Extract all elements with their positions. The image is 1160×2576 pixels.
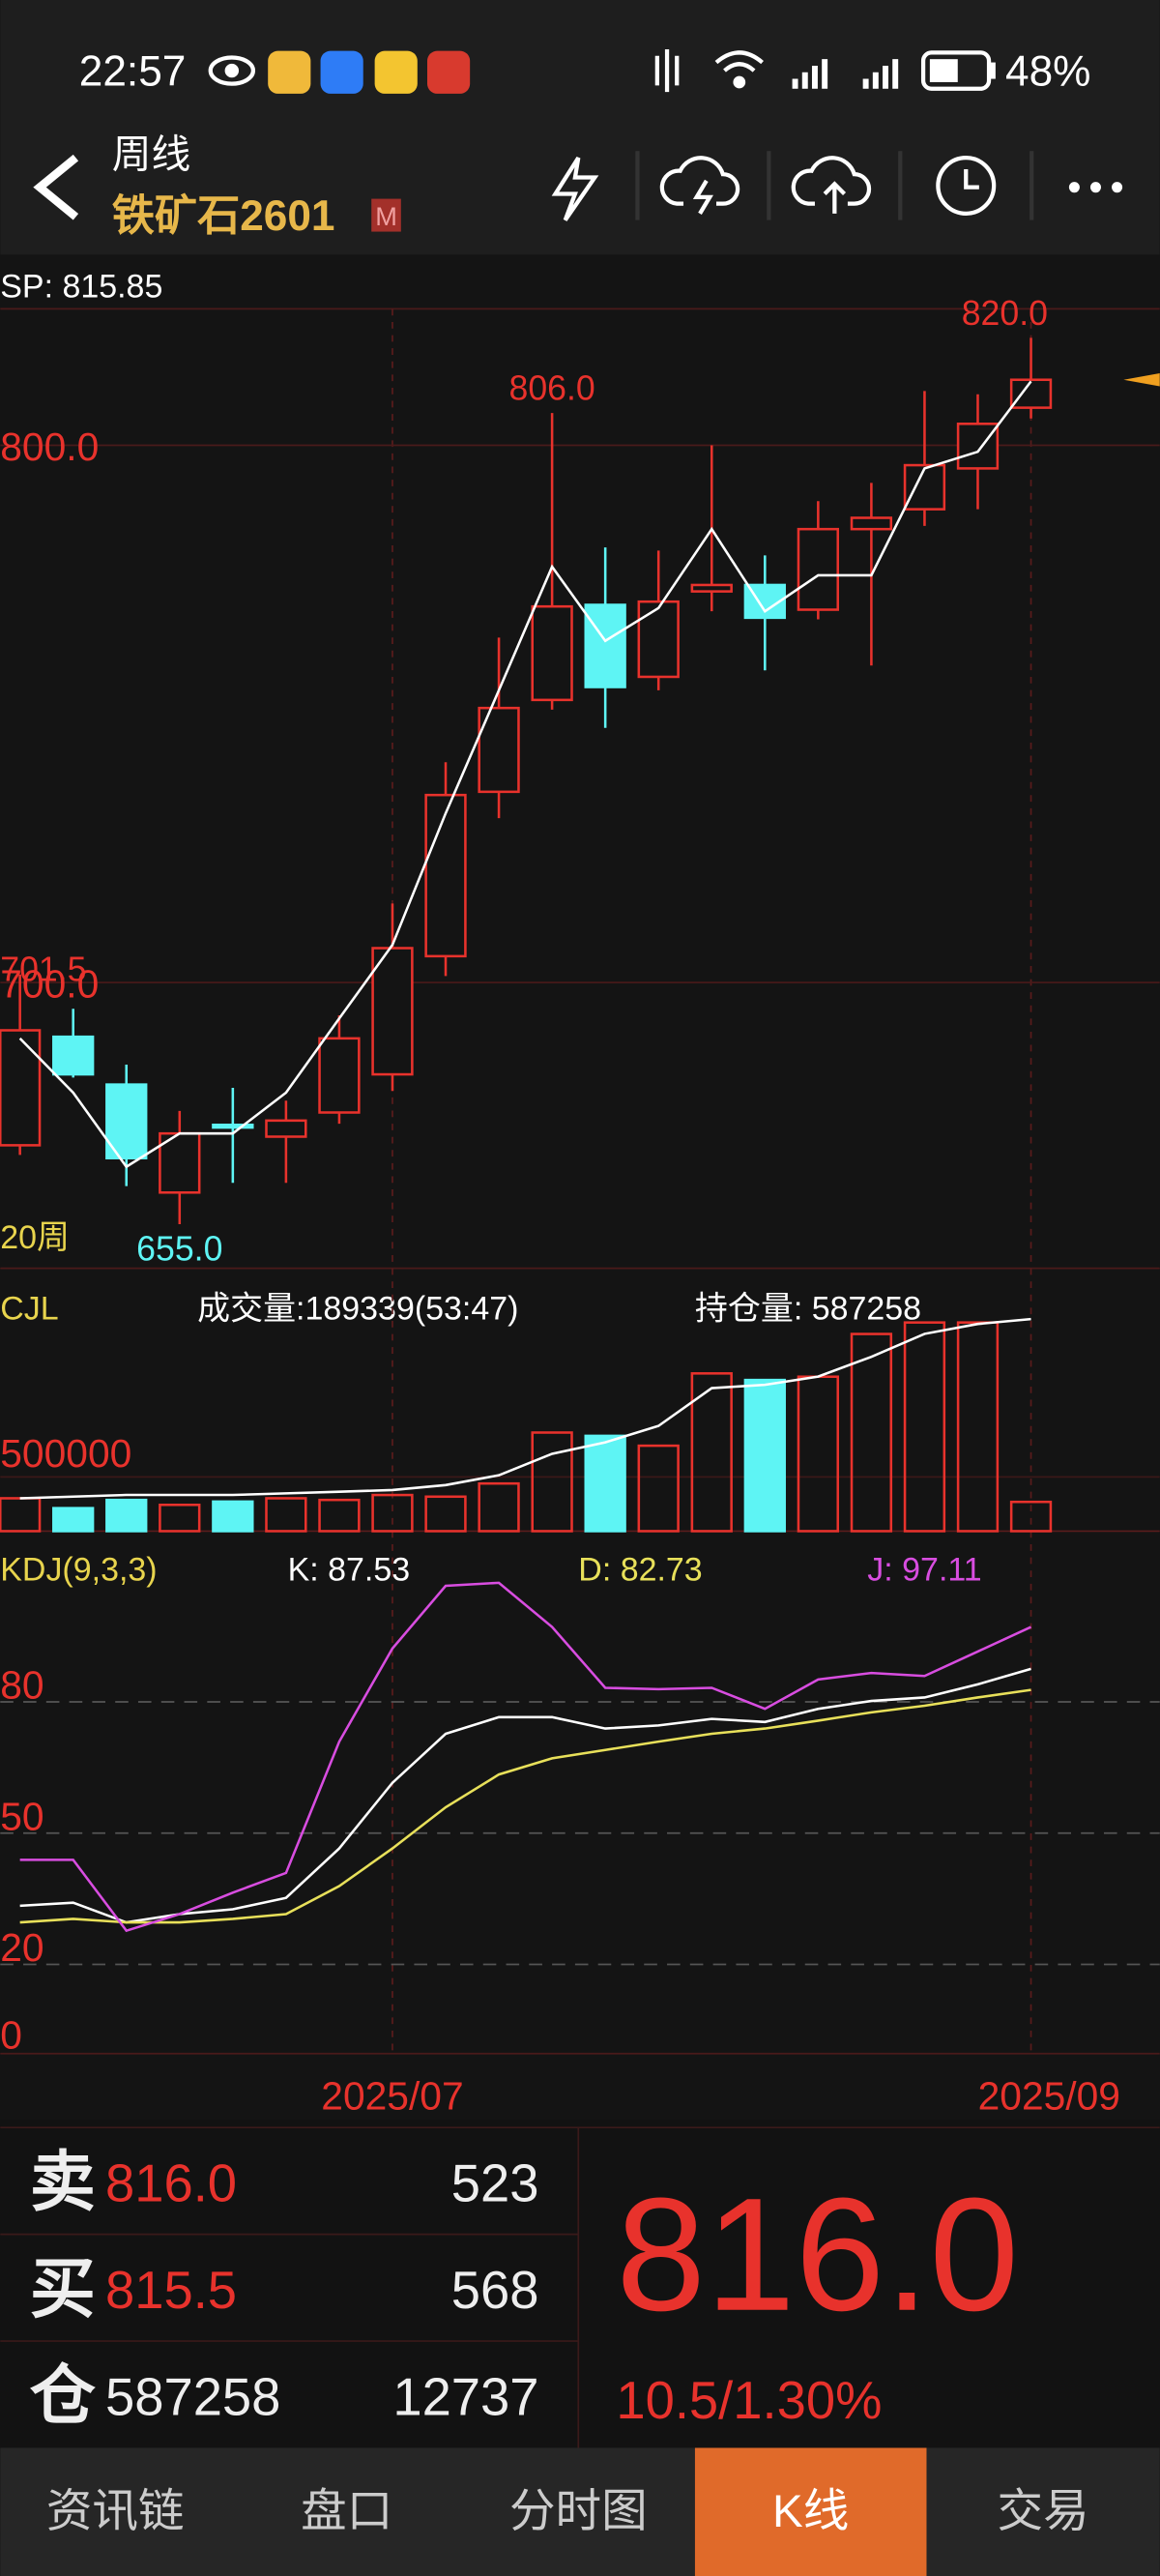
badge-box (371, 198, 401, 232)
last-price: 816.0 (616, 2165, 1019, 2345)
price-annotation: 655.0 (136, 1229, 222, 1268)
volume-bar (318, 1498, 361, 1533)
candle-body (956, 423, 1000, 470)
y-tick-label: 0 (0, 2013, 22, 2058)
candle-body (903, 463, 946, 511)
tab[interactable]: 交易 (998, 2486, 1089, 2537)
candle-body (265, 1119, 307, 1138)
status-time: 22:57 (79, 47, 187, 95)
toolbar-icons[interactable] (551, 151, 1123, 221)
tab[interactable]: 盘口 (301, 2486, 392, 2537)
volume-bar (478, 1481, 520, 1533)
kdj-line (19, 1667, 1031, 1924)
battery-level: 48% (1005, 47, 1090, 95)
y-tick-label: 50 (0, 1794, 44, 1838)
tab-active-bg (694, 2447, 927, 2576)
volume-bar (531, 1431, 573, 1533)
candle-body (1009, 378, 1053, 409)
quote-grid (0, 2126, 1160, 2448)
price-annotation: 701.5 (0, 951, 86, 989)
candle-body (105, 1083, 148, 1159)
y-tick-label: 20 (0, 1925, 44, 1970)
moving-average (18, 380, 1032, 1169)
back-button[interactable] (33, 154, 79, 220)
open-interest-line (19, 1317, 1031, 1500)
quote-price: 816.0 (105, 2154, 237, 2213)
quote-qty: 12737 (392, 2368, 538, 2427)
status-icons (208, 48, 996, 94)
volume-bar (52, 1507, 95, 1533)
legend-label: 20周 (0, 1219, 70, 1256)
candle-body (850, 516, 893, 531)
volume-bar (105, 1498, 148, 1533)
volume-bar (371, 1493, 414, 1533)
tab-bar (0, 2447, 1160, 2576)
tab[interactable]: K线 (772, 2486, 849, 2537)
quote-label: 买 (30, 2252, 96, 2326)
tab[interactable]: 资讯链 (46, 2486, 185, 2537)
tab[interactable]: 分时图 (509, 2486, 648, 2537)
kdj-title: KDJ(9,3,3) (0, 1551, 157, 1588)
volume-bar (850, 1332, 893, 1533)
candle-body (212, 1124, 254, 1129)
volume-bar (159, 1503, 201, 1533)
candle-body (424, 793, 467, 958)
y-tick-label: 700.0 (0, 961, 99, 1006)
candle-body (797, 527, 840, 611)
x-tick-label: 2025/09 (978, 2073, 1120, 2118)
candle-body (531, 604, 573, 702)
quote-label: 仓 (30, 2359, 96, 2433)
kdj-line (19, 1581, 1032, 1933)
volume-bar (424, 1495, 467, 1533)
price-change: 10.5/1.30% (616, 2371, 882, 2430)
volume-bar (956, 1321, 1000, 1533)
legend-label: K: 87.53 (288, 1551, 411, 1588)
candle-body (637, 600, 680, 679)
quote-qty: 568 (451, 2261, 539, 2320)
price-annotation: 820.0 (962, 294, 1048, 333)
y-tick-label: 80 (0, 1663, 44, 1708)
volume-bar (690, 1372, 733, 1533)
price-title: SP: 815.85 (0, 269, 162, 306)
volume-bar (637, 1444, 680, 1533)
candle-body (584, 603, 626, 688)
volume-bar (903, 1321, 946, 1533)
volume-bar (1009, 1500, 1053, 1533)
candle-body (371, 947, 414, 1076)
quote-qty: 523 (451, 2154, 539, 2213)
quote-label: 卖 (30, 2146, 96, 2219)
candle-body (52, 1035, 95, 1076)
price-annotation: 806.0 (509, 369, 595, 408)
volume-bar (743, 1378, 786, 1533)
x-tick-label: 2025/07 (321, 2073, 463, 2118)
volume-title: CJL (0, 1290, 58, 1327)
y-tick-label: 500000 (0, 1431, 131, 1476)
volume-bar (265, 1497, 307, 1533)
current-price-marker (1123, 372, 1160, 387)
candle-body (690, 583, 733, 593)
symbol-name: 铁矿石2601 (112, 192, 335, 240)
kdj-line (19, 1688, 1031, 1924)
quote-price: 815.5 (105, 2261, 237, 2320)
legend-label: J: 97.11 (867, 1551, 981, 1588)
candle-body (318, 1037, 361, 1114)
open-interest-label: 持仓量: 587258 (695, 1290, 921, 1327)
quote-price: 587258 (105, 2368, 280, 2427)
volume-bar (584, 1434, 626, 1533)
volume-bar (212, 1500, 254, 1533)
candle-body (0, 1029, 42, 1147)
period-label: 周线 (112, 132, 191, 176)
quote-panel (0, 2119, 1160, 2448)
legend-label: D: 82.73 (578, 1551, 702, 1588)
y-tick-label: 800.0 (0, 424, 99, 469)
volume-label: 成交量:189339(53:47) (197, 1290, 518, 1327)
badge: M (375, 201, 397, 231)
